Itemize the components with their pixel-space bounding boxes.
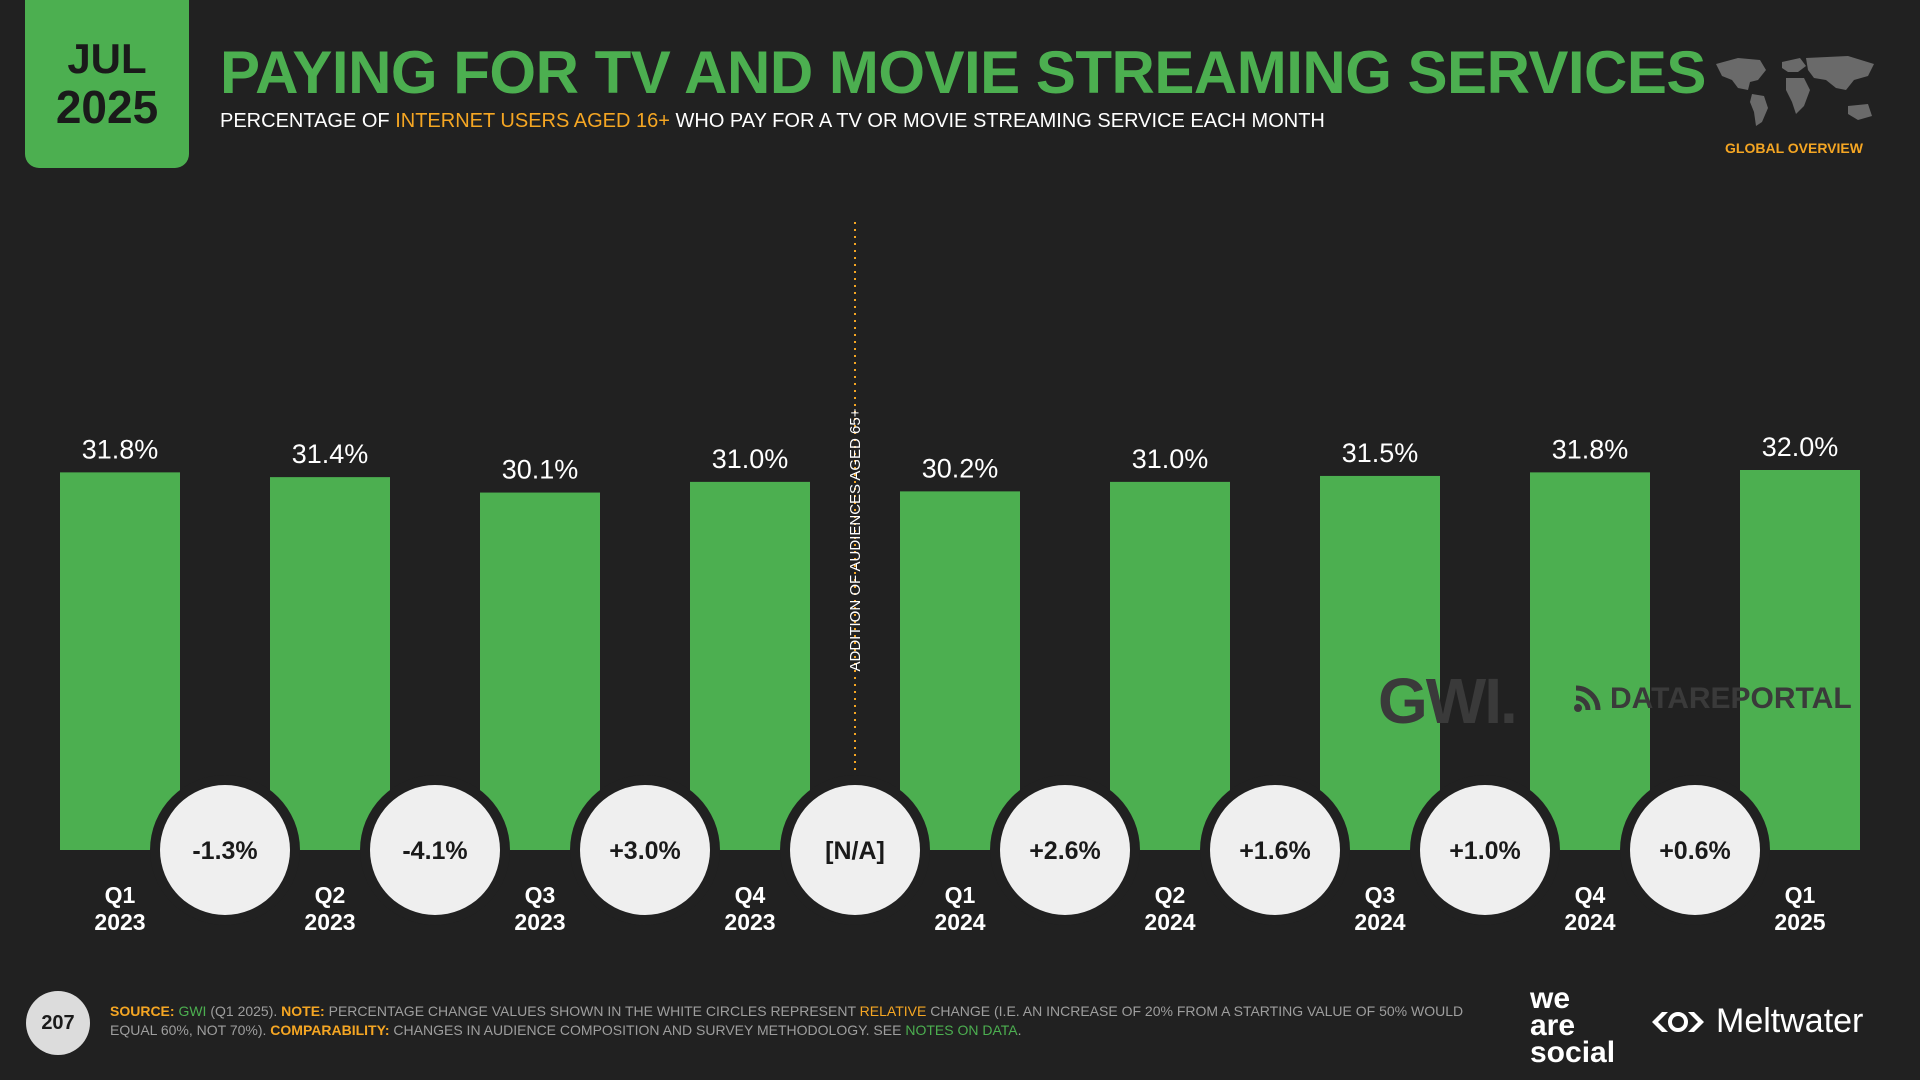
change-circle xyxy=(1420,785,1550,915)
source-label: SOURCE: xyxy=(110,1003,175,1019)
category-tick-label: Q4 xyxy=(735,882,766,908)
change-label: +3.0% xyxy=(609,837,681,865)
bar-value-label: 31.5% xyxy=(1342,438,1419,468)
change-label: +2.6% xyxy=(1029,837,1101,865)
was-line-2: are xyxy=(1530,1009,1576,1042)
change-circle xyxy=(790,785,920,915)
bar xyxy=(1530,472,1650,850)
change-circle xyxy=(160,785,290,915)
category-tick-label: Q2 xyxy=(315,882,346,908)
comparability-text: CHANGES IN AUDIENCE COMPOSITION AND SURV… xyxy=(389,1022,906,1038)
bar xyxy=(1320,475,1440,850)
change-label: [N/A] xyxy=(825,837,885,865)
change-label: +1.0% xyxy=(1449,837,1521,865)
bar xyxy=(690,481,810,850)
bar-value-label: 31.8% xyxy=(82,434,159,464)
category-tick-label: Q1 xyxy=(1785,882,1816,908)
world-map-icon xyxy=(1708,50,1880,132)
datareportal-text: DATAREPORTAL xyxy=(1610,682,1852,715)
meltwater-logo: Meltwater xyxy=(1648,1002,1863,1041)
meltwater-icon xyxy=(1652,1011,1704,1032)
bar-value-label: 31.0% xyxy=(1132,444,1209,474)
category-tick-label: 2023 xyxy=(514,909,565,935)
bar-value-label: 30.1% xyxy=(502,455,579,485)
bar-value-label: 30.2% xyxy=(922,453,999,483)
notes-on-data-link[interactable]: NOTES ON DATA xyxy=(905,1022,1018,1038)
subtitle-post: WHO PAY FOR A TV OR MOVIE STREAMING SERV… xyxy=(669,110,1325,132)
page-subtitle: PERCENTAGE OF INTERNET USERS AGED 16+ WH… xyxy=(220,110,1325,133)
footer-notes: SOURCE: GWI (Q1 2025). NOTE: PERCENTAGE … xyxy=(110,1002,1470,1040)
category-tick-label: 2024 xyxy=(1144,909,1195,935)
badge-month: JUL xyxy=(67,35,147,82)
note-pre: PERCENTAGE CHANGE VALUES SHOWN IN THE WH… xyxy=(324,1003,860,1019)
subtitle-highlight: INTERNET USERS AGED 16+ xyxy=(395,110,670,132)
bar-value-label: 31.0% xyxy=(712,444,789,474)
page-number: 207 xyxy=(26,991,90,1055)
was-line-3: social xyxy=(1530,1036,1616,1069)
date-badge: JUL 2025 xyxy=(25,0,189,168)
change-circle xyxy=(1000,785,1130,915)
divider-note: ADDITION OF AUDIENCES AGED 65+ xyxy=(847,408,864,671)
bar xyxy=(1740,470,1860,850)
gwi-watermark: GWI. xyxy=(1378,665,1518,737)
change-circle xyxy=(1210,785,1340,915)
page-title: PAYING FOR TV AND MOVIE STREAMING SERVIC… xyxy=(220,39,1706,106)
comparability-end: . xyxy=(1017,1022,1022,1038)
bar-value-label: 31.8% xyxy=(1552,434,1629,464)
note-label: NOTE: xyxy=(281,1003,325,1019)
datareportal-watermark: DATAREPORTAL xyxy=(1570,682,1852,716)
category-tick-label: 2024 xyxy=(934,909,985,935)
bar-chart: 31.8%Q1202331.4%Q2202330.1%Q3202331.0%Q4… xyxy=(60,222,1860,935)
bar xyxy=(1110,481,1230,850)
change-label: +0.6% xyxy=(1659,837,1731,865)
bar xyxy=(60,472,180,850)
change-label: -4.1% xyxy=(402,837,467,865)
category-tick-label: Q3 xyxy=(525,882,556,908)
change-label: +1.6% xyxy=(1239,837,1311,865)
category-tick-label: Q3 xyxy=(1365,882,1396,908)
category-tick-label: Q4 xyxy=(1575,882,1606,908)
bar xyxy=(900,491,1020,850)
we-are-social-logo: we are social xyxy=(1530,982,1616,1069)
bar xyxy=(270,477,390,850)
bar xyxy=(480,492,600,850)
bar-value-label: 32.0% xyxy=(1762,432,1839,462)
bar-value-label: 31.4% xyxy=(292,439,369,469)
change-circle xyxy=(1630,785,1760,915)
note-highlight: RELATIVE xyxy=(859,1003,927,1019)
category-tick-label: Q1 xyxy=(105,882,136,908)
change-circle xyxy=(580,785,710,915)
category-tick-label: 2024 xyxy=(1354,909,1405,935)
note-post: CHANGE (I.E. AN INCREASE OF 20% FROM A S… xyxy=(110,1003,1464,1038)
badge-year: 2025 xyxy=(55,81,159,133)
category-tick-label: 2024 xyxy=(1564,909,1615,935)
category-tick-label: Q2 xyxy=(1155,882,1186,908)
category-tick-label: 2023 xyxy=(724,909,775,935)
source-name: GWI xyxy=(178,1003,207,1019)
category-tick-label: 2023 xyxy=(304,909,355,935)
category-tick-label: 2025 xyxy=(1774,909,1825,935)
source-rest: (Q1 2025). xyxy=(206,1003,282,1019)
was-line-1: we xyxy=(1530,982,1571,1015)
change-label: -1.3% xyxy=(192,837,257,865)
datareportal-icon xyxy=(1574,685,1601,712)
category-tick-label: 2023 xyxy=(94,909,145,935)
change-circle xyxy=(370,785,500,915)
meltwater-text: Meltwater xyxy=(1716,1002,1864,1040)
category-tick-label: Q1 xyxy=(945,882,976,908)
global-overview-label: GLOBAL OVERVIEW xyxy=(1725,140,1863,156)
subtitle-pre: PERCENTAGE OF xyxy=(220,110,396,132)
comparability-label: COMPARABILITY: xyxy=(270,1022,390,1038)
